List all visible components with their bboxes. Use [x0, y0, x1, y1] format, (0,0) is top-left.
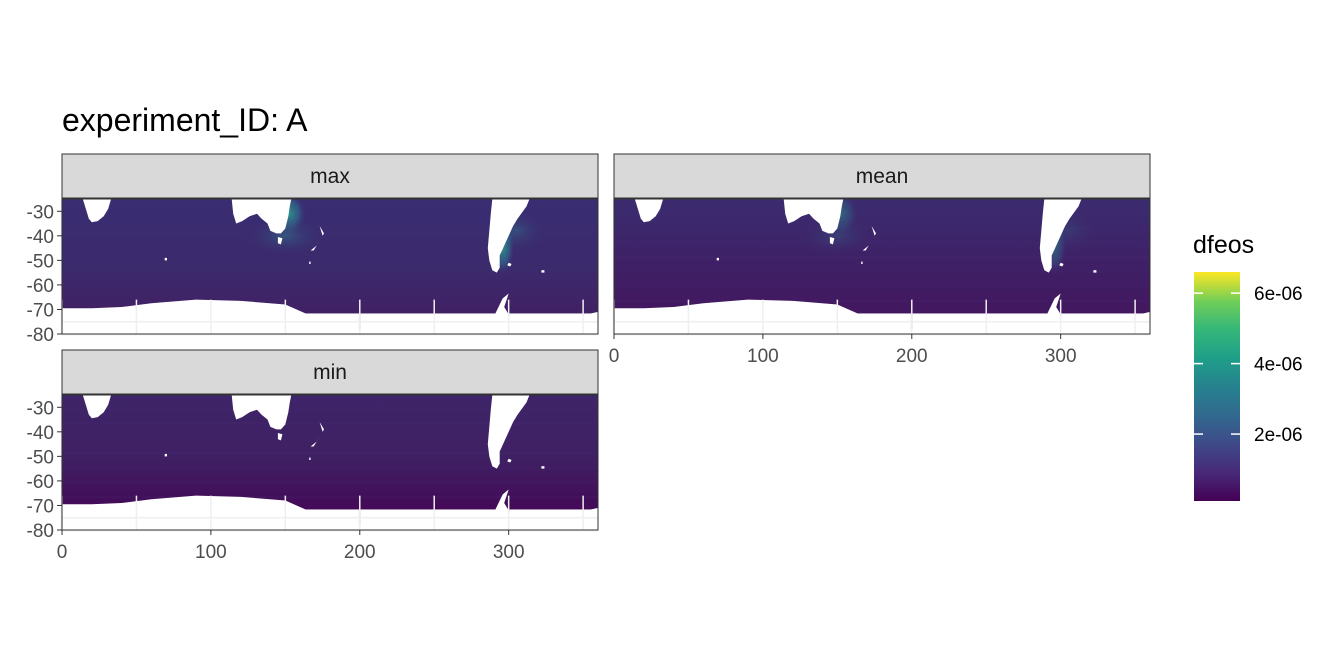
y-tick-label: -40 — [27, 227, 54, 248]
legend: dfeos 2e-06 4e-06 6e-06 — [1193, 231, 1303, 501]
facet-panel-mean: mean 0 100 200 300 — [609, 153, 1151, 367]
island-mask — [277, 237, 283, 245]
y-tick-label: -30 — [27, 202, 54, 223]
ocean-band — [62, 284, 598, 288]
ocean-band — [62, 436, 598, 440]
y-tick-label: -50 — [27, 251, 54, 272]
panel-border — [61, 198, 599, 335]
island-mask — [829, 237, 835, 245]
ocean-band — [62, 211, 598, 215]
heatmap-field — [62, 395, 598, 530]
x-tick-label: 200 — [344, 542, 376, 563]
ocean-band — [62, 226, 598, 229]
colorbar — [1194, 272, 1240, 501]
ocean-band — [62, 407, 598, 411]
ocean-band — [614, 226, 1150, 229]
ocean-band — [62, 240, 598, 244]
panel-border — [61, 394, 599, 531]
land-mask — [231, 395, 292, 430]
panel-border — [613, 198, 1151, 335]
ocean-band — [62, 422, 598, 425]
heatmap-field — [614, 199, 1150, 334]
island-mask — [507, 262, 512, 267]
elevated-value-region — [797, 215, 878, 256]
island-mask — [164, 257, 167, 261]
ocean-band — [62, 255, 598, 259]
ocean-band — [62, 480, 598, 484]
ocean-band — [614, 270, 1150, 274]
colorbar-tick-label: 4e-06 — [1254, 355, 1303, 376]
island-mask — [861, 261, 863, 264]
facet-strip-label: max — [310, 165, 350, 188]
x-tick-label: 0 — [609, 346, 620, 367]
facet-strip — [61, 349, 599, 395]
heatmap-field — [62, 199, 598, 334]
x-tick-label: 100 — [195, 542, 227, 563]
island-mask — [1093, 270, 1097, 273]
ocean-band — [614, 211, 1150, 215]
land-mask — [614, 293, 1150, 334]
facet-strip — [61, 153, 599, 199]
colorbar-tick-label: 6e-06 — [1254, 284, 1303, 305]
land-mask — [634, 199, 664, 223]
x-tick-label: 200 — [896, 346, 928, 367]
x-tick-label: 0 — [57, 542, 68, 563]
land-mask — [231, 199, 292, 234]
ocean-band — [62, 270, 598, 274]
y-tick-label: -50 — [27, 447, 54, 468]
island-mask — [716, 257, 719, 261]
y-tick-label: -40 — [27, 423, 54, 444]
ocean-band — [614, 240, 1150, 244]
y-tick-label: -70 — [27, 496, 54, 517]
island-mask — [277, 433, 283, 441]
facet-strip — [613, 153, 1151, 199]
y-tick-label: -30 — [27, 398, 54, 419]
facet-strip-label: min — [313, 361, 347, 384]
facet-panels: max -30 -40 -50 -60 -70 -80 mean 0 100 200 300 min -3… — [27, 153, 1151, 563]
facet-strip-label: mean — [856, 165, 909, 188]
ocean-band — [614, 255, 1150, 259]
facet-panel-min: min -30 -40 -50 -60 -70 -800 100 200 300 — [27, 349, 599, 563]
land-mask — [487, 199, 530, 273]
elevated-value-region — [245, 215, 326, 256]
island-mask — [507, 458, 512, 463]
ocean-band — [614, 299, 1150, 303]
ocean-band — [62, 466, 598, 470]
island-mask — [309, 457, 311, 460]
land-mask — [82, 395, 112, 419]
legend-title: dfeos — [1193, 231, 1254, 259]
island-mask — [1059, 262, 1064, 267]
facet-panel-max: max -30 -40 -50 -60 -70 -80 — [27, 153, 599, 346]
land-mask — [82, 199, 112, 223]
land-mask — [1039, 199, 1082, 273]
land-mask — [487, 395, 530, 469]
x-tick-label: 300 — [493, 542, 525, 563]
island-mask — [309, 261, 311, 264]
island-mask — [541, 466, 545, 469]
land-mask — [62, 489, 598, 530]
y-tick-label: -80 — [27, 521, 54, 542]
y-tick-label: -70 — [27, 300, 54, 321]
island-mask — [541, 270, 545, 273]
ocean-band — [62, 451, 598, 455]
chart-title: experiment_ID: A — [62, 102, 308, 138]
colorbar-tick-label: 2e-06 — [1254, 425, 1303, 446]
x-tick-label: 100 — [747, 346, 779, 367]
land-mask — [62, 293, 598, 334]
y-tick-label: -60 — [27, 472, 54, 493]
ocean-band — [62, 495, 598, 499]
ocean-band — [62, 299, 598, 303]
island-mask — [164, 453, 167, 457]
y-tick-label: -80 — [27, 325, 54, 346]
ocean-band — [614, 284, 1150, 288]
land-mask — [783, 199, 844, 234]
x-tick-label: 300 — [1045, 346, 1077, 367]
y-tick-label: -60 — [27, 276, 54, 297]
